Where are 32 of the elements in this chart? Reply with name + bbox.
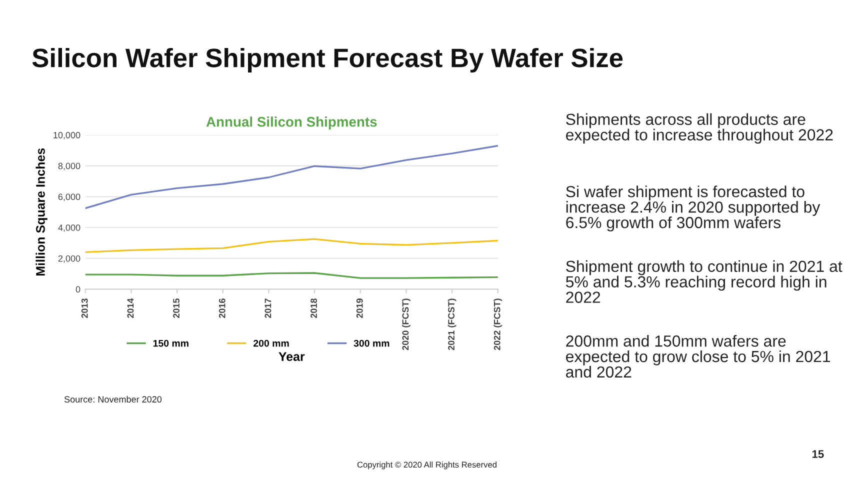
x-tick-label: 2013 xyxy=(81,298,88,318)
x-tick-label: 2018 xyxy=(310,298,317,318)
line-series xyxy=(85,238,498,254)
y-tick-label: 2,000 xyxy=(58,255,80,263)
text: 15 xyxy=(812,450,824,458)
text: Si wafer shipment is forecasted to increase 2.4% in 2020 supported by 6.5% growth of 300mm wafers xyxy=(566,186,820,232)
source-note: Source: November 2020 xyxy=(64,396,162,403)
x-tick-label: 2014 xyxy=(127,298,134,318)
y-tick-label: 8,000 xyxy=(58,162,80,170)
y-tick-label: 10,000 xyxy=(54,132,80,140)
legend-label: 150 mm xyxy=(153,340,188,347)
x-tick-label: 2022 (FCST) xyxy=(494,298,502,350)
chart-subtitle: Annual Silicon Shipments xyxy=(206,116,377,130)
y-tick-label: 6,000 xyxy=(58,194,80,202)
x-tick-label: 2015 xyxy=(173,298,180,318)
x-tick-label: 2021 (FCST) xyxy=(448,298,456,350)
legend-label: 200 mm xyxy=(254,340,289,347)
text: Copyright © 2020 All Rights Reserved xyxy=(357,462,496,470)
x-tick-label: 2019 xyxy=(356,298,363,318)
line-series xyxy=(85,144,498,210)
legend-label: 300 mm xyxy=(354,340,390,347)
y-axis-title: Million Square Inches xyxy=(36,148,48,276)
y-tick-label: 0 xyxy=(76,286,80,293)
text: Shipments across all products are expected to increase throughout 2022 xyxy=(566,113,833,144)
chart-title: Silicon Wafer Shipment Forecast By Wafer Size xyxy=(32,48,623,73)
y-tick-label: 4,000 xyxy=(58,224,80,232)
text: 200mm and 150mm wafers are expected to grow close to 5% in 2021 and 2022 xyxy=(566,334,830,378)
x-axis-title: Year xyxy=(278,352,305,361)
x-tick-label: 2020 (FCST) xyxy=(402,298,410,350)
text: Shipment growth to continue in 2021 at 5% and 5.3% reaching record high in 2022 xyxy=(566,260,842,303)
x-tick-label: 2016 xyxy=(218,298,226,318)
x-tick-label: 2017 xyxy=(264,298,272,318)
